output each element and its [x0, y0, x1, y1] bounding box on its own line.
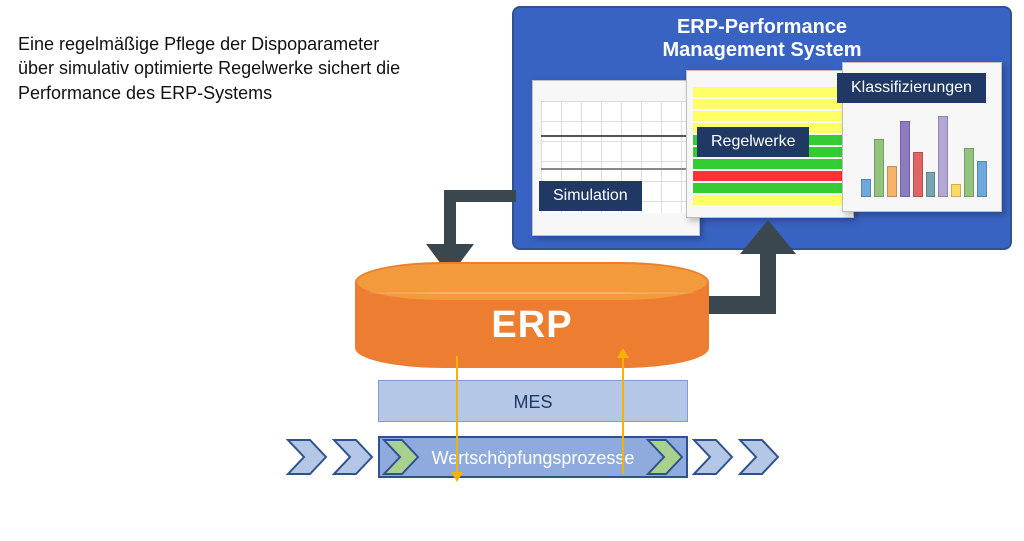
chevron-outer-2 — [332, 438, 378, 476]
card-regelwerke-label: Regelwerke — [697, 127, 809, 157]
card-regelwerke: Regelwerke — [686, 70, 854, 218]
klass-bar — [926, 172, 936, 197]
mes-label: MES — [513, 392, 552, 412]
arrow-erp-to-wert — [456, 356, 458, 474]
regelwerke-row — [693, 99, 847, 109]
regelwerke-row — [693, 171, 847, 181]
klass-bar — [964, 148, 974, 198]
chevron-inner-left — [382, 438, 422, 476]
chevron-outer-3 — [692, 438, 738, 476]
arrow-wert-to-erp — [622, 356, 624, 474]
klass-bar — [977, 161, 987, 197]
erp-performance-panel: ERP-Performance Management System Simula… — [512, 6, 1012, 250]
card-simulation-label: Simulation — [539, 181, 642, 211]
mes-bar: MES — [378, 380, 688, 422]
regelwerke-row — [693, 159, 847, 169]
card-klassifizierungen: Klassifizierungen — [842, 62, 1002, 212]
klass-bar — [861, 179, 871, 197]
panel-title: ERP-Performance Management System — [514, 8, 1010, 62]
description-text: Eine regelmäßige Pflege der Dispoparamet… — [18, 32, 418, 105]
klass-bar — [938, 116, 948, 197]
panel-title-line2: Management System — [663, 39, 862, 61]
klass-bar — [913, 152, 923, 197]
klass-bar — [951, 184, 961, 198]
regelwerke-row — [693, 183, 847, 193]
klass-bars — [861, 107, 987, 197]
wert-label: Wertschöpfungsprozesse — [432, 448, 635, 468]
wert-bar: Wertschöpfungsprozesse — [378, 436, 688, 478]
erp-cylinder: ERP — [355, 262, 709, 368]
panel-title-line1: ERP-Performance — [677, 16, 847, 38]
chevron-inner-right — [646, 438, 686, 476]
regelwerke-row — [693, 111, 847, 121]
regelwerke-row — [693, 195, 847, 205]
klass-bar — [887, 166, 897, 198]
card-klassifizierungen-label: Klassifizierungen — [837, 73, 986, 103]
klass-bar — [874, 139, 884, 198]
chevron-outer-1 — [286, 438, 332, 476]
regelwerke-row — [693, 87, 847, 97]
chevron-outer-4 — [738, 438, 784, 476]
card-simulation: Simulation — [532, 80, 700, 236]
arrow-erp-to-panel — [696, 218, 816, 333]
klass-bar — [900, 121, 910, 198]
erp-label: ERP — [355, 304, 709, 347]
